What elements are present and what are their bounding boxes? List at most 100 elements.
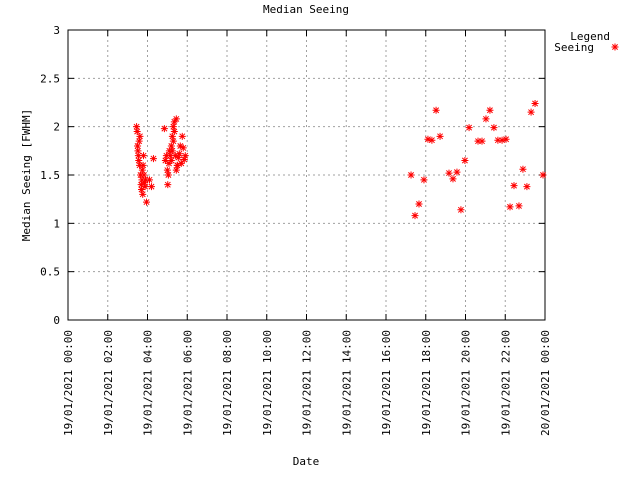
data-point: [453, 168, 461, 176]
data-point: [145, 176, 153, 184]
data-point: [141, 183, 149, 191]
data-point: [149, 155, 157, 163]
data-point: [163, 166, 171, 174]
data-point: [527, 108, 535, 116]
data-point: [167, 142, 175, 150]
data-point: [432, 106, 440, 114]
data-point: [176, 142, 184, 150]
legend-marker: [611, 43, 619, 51]
data-point: [142, 176, 150, 184]
data-point: [143, 198, 151, 206]
data-point: [177, 159, 185, 167]
data-point: [539, 171, 547, 179]
x-tick-label: 19/01/2021 02:00: [102, 330, 115, 436]
x-tick-label: 19/01/2021 06:00: [181, 330, 194, 436]
data-point: [474, 137, 482, 145]
data-point: [498, 136, 506, 144]
data-point: [178, 132, 186, 140]
data-point: [133, 128, 141, 135]
data-point: [139, 161, 147, 169]
data-point: [180, 156, 188, 164]
x-tick-label: 19/01/2021 16:00: [380, 330, 393, 436]
data-point: [137, 181, 145, 189]
data-point: [449, 175, 457, 183]
data-point: [170, 118, 178, 126]
x-tick-label: 19/01/2021 08:00: [221, 330, 234, 436]
data-point: [135, 137, 143, 145]
data-point: [407, 171, 415, 179]
chart-title: Median Seeing: [263, 3, 349, 16]
data-point: [486, 106, 494, 114]
x-tick-label: 19/01/2021 00:00: [62, 330, 75, 436]
data-point: [506, 203, 514, 211]
data-point: [136, 161, 144, 169]
data-point: [436, 132, 444, 140]
data-point: [138, 186, 146, 193]
data-point: [165, 159, 173, 167]
data-point: [138, 176, 146, 184]
data-point: [166, 152, 174, 160]
x-tick-label: 19/01/2021 10:00: [261, 330, 274, 436]
data-point: [172, 115, 180, 123]
data-point: [171, 152, 179, 160]
data-point: [172, 166, 180, 174]
data-point: [162, 152, 170, 160]
data-point: [175, 150, 183, 158]
legend-title: Legend: [570, 30, 610, 43]
x-tick-label: 19/01/2021 12:00: [301, 330, 314, 436]
y-tick-label: 1: [53, 217, 60, 230]
data-point: [461, 157, 469, 164]
x-tick-label: 19/01/2021 04:00: [142, 330, 155, 436]
data-point: [164, 181, 172, 189]
data-point: [169, 137, 177, 145]
legend-label: Seeing: [554, 41, 594, 54]
data-point: [428, 136, 436, 144]
data-point: [134, 152, 142, 160]
data-point: [415, 200, 423, 208]
data-point: [174, 154, 182, 162]
x-tick-label: 19/01/2021 20:00: [460, 330, 473, 436]
y-tick-label: 0: [53, 314, 60, 327]
data-point: [168, 147, 176, 155]
data-point: [138, 166, 146, 174]
y-tick-label: 2.5: [40, 72, 60, 85]
data-point: [411, 212, 419, 220]
data-point: [139, 190, 147, 198]
y-axis-label: Median Seeing [FWHM]: [20, 109, 33, 241]
x-axis-label: Date: [293, 455, 320, 468]
y-tick-label: 3: [53, 24, 60, 37]
data-point: [531, 99, 539, 107]
data-point: [168, 132, 176, 140]
data-point: [494, 136, 502, 144]
data-point: [181, 152, 189, 160]
data-point: [420, 176, 428, 184]
data-point: [519, 165, 527, 173]
data-point: [141, 179, 149, 187]
x-tick-label: 19/01/2021 18:00: [420, 330, 433, 436]
y-tick-label: 2: [53, 121, 60, 134]
data-point: [169, 123, 177, 131]
data-point: [457, 206, 465, 214]
data-point: [135, 157, 143, 164]
x-tick-label: 19/01/2021 14:00: [340, 330, 353, 436]
data-point: [445, 169, 453, 177]
data-point: [482, 115, 490, 123]
data-point: [523, 183, 531, 191]
data-point: [167, 157, 175, 164]
data-point: [140, 152, 148, 160]
data-point: [147, 183, 155, 191]
data-point: [134, 142, 142, 150]
data-point: [179, 144, 187, 152]
x-tick-label: 20/01/2021 00:00: [539, 330, 552, 436]
data-point: [515, 202, 523, 210]
data-point: [134, 147, 142, 155]
data-point: [490, 124, 498, 132]
data-point: [502, 135, 510, 143]
data-point: [160, 125, 168, 133]
data-point: [478, 137, 486, 145]
data-point: [136, 132, 144, 140]
data-point: [161, 157, 169, 164]
y-tick-label: 1.5: [40, 169, 60, 182]
data-point: [170, 128, 178, 135]
